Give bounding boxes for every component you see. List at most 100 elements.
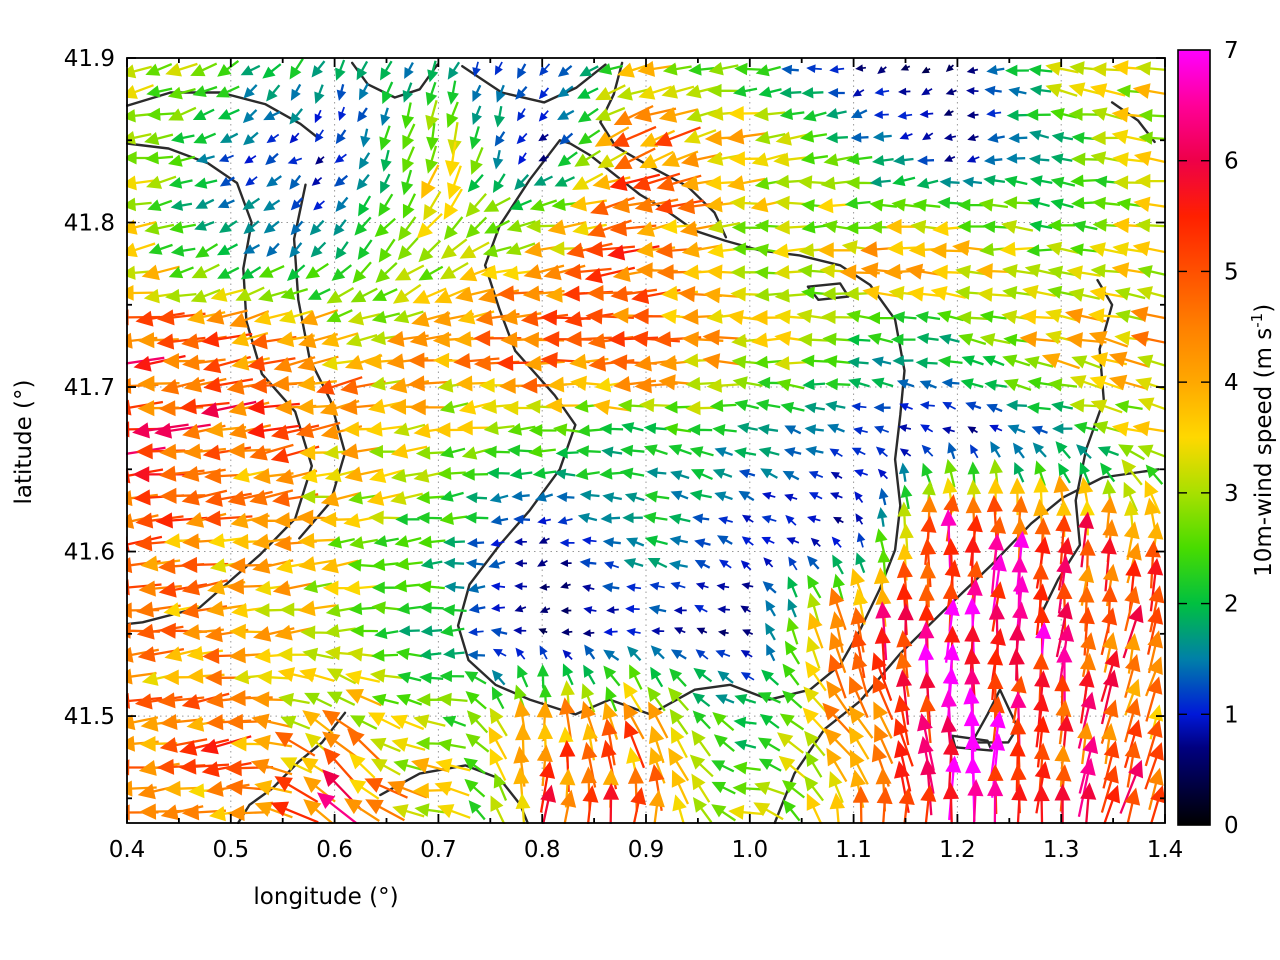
wind-arrow: [716, 535, 733, 545]
wind-arrow: [126, 446, 166, 455]
wind-arrow: [344, 798, 380, 822]
wind-arrow: [515, 85, 528, 100]
wind-arrow: [761, 515, 777, 524]
wind-arrow: [401, 169, 414, 196]
wind-arrow: [758, 86, 782, 98]
wind-arrow: [966, 87, 979, 95]
wind-arrow: [1137, 397, 1166, 412]
wind-arrow: [1100, 462, 1116, 483]
wind-arrow: [717, 670, 734, 684]
wind-arrow: [808, 470, 824, 479]
wind-arrow: [1073, 421, 1099, 434]
wind-arrow: [802, 110, 827, 122]
colorbar-title-text: 10m-wind speed (m s: [1250, 327, 1277, 577]
wind-arrow: [784, 425, 802, 435]
wind-arrow: [962, 176, 983, 188]
wind-arrow: [668, 747, 690, 782]
wind-arrow: [179, 398, 230, 415]
wind-arrow: [348, 602, 376, 616]
wind-arrow: [499, 308, 542, 325]
wind-arrow: [554, 468, 576, 480]
wind-arrow: [785, 514, 797, 526]
wind-arrow: [369, 468, 405, 483]
wind-arrow: [217, 59, 240, 77]
wind-arrow: [873, 701, 893, 739]
wind-arrow: [799, 130, 828, 143]
wind-arrow: [800, 151, 829, 165]
wind-arrow: [349, 753, 376, 779]
wind-arrow: [252, 734, 293, 751]
wind-arrow: [290, 220, 304, 236]
wind-arrow: [713, 734, 735, 752]
wind-arrow: [144, 151, 174, 165]
wind-arrow: [715, 694, 735, 705]
wind-arrow: [984, 379, 1007, 391]
wind-arrow: [437, 738, 466, 752]
wind-arrow: [872, 154, 894, 166]
wind-arrow: [1138, 108, 1166, 123]
wind-arrow: [227, 442, 271, 459]
wind-arrow: [1146, 606, 1164, 655]
wind-arrow: [577, 87, 599, 99]
wind-arrow: [141, 264, 180, 281]
wind-arrow: [584, 644, 596, 660]
wind-arrow: [395, 647, 423, 661]
wind-arrow: [552, 423, 582, 437]
wind-arrow: [1041, 353, 1080, 370]
wind-arrow: [490, 515, 509, 526]
wind-arrow: [168, 176, 193, 189]
wind-arrow: [425, 145, 439, 174]
wind-arrow: [740, 560, 752, 571]
wind-arrow: [289, 108, 303, 125]
wind-arrow: [538, 133, 549, 142]
wind-arrow: [734, 739, 757, 751]
wind-arrow: [947, 442, 957, 460]
wind-arrow: [761, 536, 775, 545]
wind-arrow: [669, 708, 689, 735]
wind-arrow: [483, 421, 515, 435]
wind-arrow: [514, 559, 527, 568]
wind-arrow: [1145, 676, 1163, 722]
wind-arrow: [732, 376, 763, 390]
wind-arrow: [1006, 109, 1030, 121]
wind-arrow: [594, 126, 630, 147]
wind-arrow: [349, 536, 379, 550]
wind-arrow: [718, 559, 732, 569]
wind-arrow: [613, 147, 656, 170]
wind-arrow: [280, 757, 313, 774]
wind-arrow: [505, 242, 536, 256]
wind-arrow: [419, 601, 444, 614]
wind-arrow: [930, 285, 967, 301]
wind-arrow: [766, 644, 776, 662]
wind-arrow: [817, 198, 853, 214]
wind-arrow: [1013, 461, 1025, 483]
wind-arrow: [741, 582, 754, 590]
wind-arrow: [822, 220, 852, 234]
wind-arrow: [439, 262, 469, 280]
wind-arrow: [1101, 632, 1118, 673]
wind-arrow: [957, 220, 985, 233]
wind-arrow: [370, 758, 401, 776]
wind-arrow: [604, 561, 620, 570]
wind-arrow: [781, 64, 799, 75]
wind-arrow: [483, 196, 511, 212]
wind-arrow: [350, 287, 378, 303]
wind-arrow: [416, 212, 443, 239]
wind-arrow: [826, 680, 851, 716]
wind-arrow: [1004, 175, 1028, 188]
wind-arrow: [158, 692, 205, 709]
wind-arrow: [695, 649, 709, 660]
x-axis-title-text: longitude (°): [253, 884, 399, 910]
wind-arrow: [806, 64, 822, 74]
wind-arrow: [181, 466, 226, 482]
wind-arrow: [390, 468, 423, 483]
wind-arrow: [365, 799, 405, 822]
wind-arrow: [516, 132, 528, 145]
wind-arrow: [579, 65, 599, 77]
wind-arrow: [1032, 442, 1047, 458]
wind-arrow: [1130, 330, 1166, 347]
wind-arrow: [668, 560, 688, 571]
wind-arrow: [916, 177, 939, 189]
wind-arrow: [898, 787, 915, 824]
